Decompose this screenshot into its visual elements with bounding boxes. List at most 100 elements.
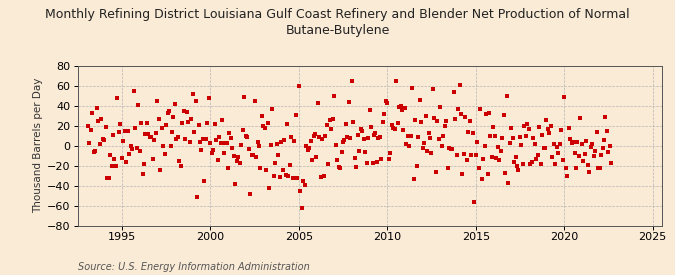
Point [386,123,397,127]
Point [539,145,550,150]
Point [376,157,387,161]
Point [361,161,372,165]
Y-axis label: Thousand Barrels per Day: Thousand Barrels per Day [33,78,43,213]
Point [560,166,571,170]
Point [246,153,257,158]
Point [488,125,499,129]
Point [554,142,565,146]
Point [180,137,190,141]
Point [163,109,174,113]
Point [177,121,188,125]
Point [292,175,302,180]
Point [481,112,491,117]
Point [518,162,529,167]
Point [146,135,157,140]
Point [319,174,329,178]
Point [342,135,353,139]
Point [433,137,444,141]
Point [126,143,136,148]
Point [463,130,474,134]
Point [128,89,139,94]
Point [418,141,429,145]
Point [493,145,504,149]
Point [214,134,225,139]
Point [330,143,341,148]
Point [327,117,338,121]
Point [351,164,362,169]
Point [250,155,261,159]
Point [249,99,260,103]
Point [362,136,373,141]
Point [198,137,209,141]
Point [219,140,230,145]
Point [209,122,220,126]
Point [238,128,248,133]
Point [245,191,256,196]
Point [103,176,114,180]
Point [570,166,581,170]
Point [454,83,465,88]
Point [215,141,226,145]
Point [537,133,547,137]
Point [296,205,307,210]
Point [193,123,204,127]
Point [522,122,533,126]
Point [173,134,184,139]
Point [174,159,185,163]
Point [196,148,207,152]
Point [190,99,201,103]
Point [581,139,592,144]
Point [578,159,589,163]
Point [252,140,263,144]
Point [472,139,483,144]
Point [556,128,566,132]
Point [142,120,153,125]
Point [479,144,490,148]
Point [99,138,109,142]
Point [357,129,368,134]
Point [144,135,155,139]
Point [263,121,273,125]
Point [535,161,546,166]
Point [410,117,421,122]
Point [543,126,554,131]
Point [109,156,120,161]
Point [301,144,312,148]
Point [264,186,275,190]
Point [383,157,394,161]
Point [375,135,385,139]
Point [169,101,180,106]
Point [182,110,192,114]
Point [341,121,352,126]
Point [568,140,578,144]
Point [550,162,561,166]
Point [360,150,371,154]
Point [513,167,524,172]
Point [553,151,564,155]
Point [259,126,270,131]
Point [466,153,477,157]
Point [507,135,518,140]
Point [407,86,418,90]
Point [323,161,333,166]
Point [558,158,568,162]
Point [489,134,500,138]
Point [286,134,297,139]
Point [502,94,512,98]
Point [425,136,435,141]
Point [448,90,459,94]
Point [352,133,363,137]
Point [500,171,510,176]
Point [161,123,171,127]
Point [275,140,286,144]
Point [149,138,160,142]
Point [105,153,115,157]
Point [243,147,254,151]
Point [450,117,460,122]
Point [288,175,298,180]
Point [509,160,520,164]
Point [115,122,126,127]
Point [394,104,404,109]
Point [159,152,170,156]
Point [442,166,453,170]
